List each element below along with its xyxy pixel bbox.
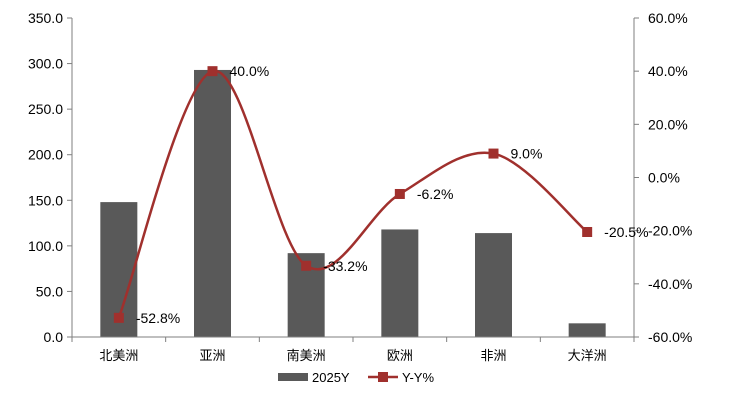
data-label: 40.0%: [230, 63, 270, 79]
left-tick-label: 100.0: [28, 238, 63, 254]
legend: 2025Y Y-Y%: [278, 370, 434, 385]
bar-series: [100, 69, 606, 338]
legend-label-line: Y-Y%: [402, 370, 434, 385]
category-label: 北美洲: [99, 349, 138, 364]
yy-marker: [113, 312, 124, 323]
category-label: 非洲: [480, 349, 506, 364]
legend-bar-swatch: [278, 373, 308, 381]
left-tick-label: 200.0: [28, 147, 63, 163]
data-label: -20.5%: [604, 224, 648, 240]
category-label: 亚洲: [199, 349, 225, 364]
bar: [475, 233, 512, 337]
axes: [67, 17, 639, 342]
yy-marker: [488, 148, 499, 159]
left-tick-label: 250.0: [28, 101, 63, 117]
legend-label-bar: 2025Y: [312, 370, 350, 385]
yy-marker: [207, 66, 218, 77]
right-tick-label: -40.0%: [648, 276, 692, 292]
yy-marker: [394, 188, 405, 199]
left-tick-label: 150.0: [28, 192, 63, 208]
category-label: 南美洲: [287, 348, 326, 364]
legend-line-marker: [378, 372, 388, 382]
left-tick-label: 50.0: [36, 283, 63, 299]
bar: [568, 323, 606, 337]
right-tick-label: 20.0%: [648, 116, 688, 132]
category-label: 大洋洲: [568, 349, 607, 364]
left-tick-label: 0.0: [44, 329, 64, 345]
tick-labels: 0.0 50.0 100.0 150.0 200.0 250.0 300.0 350.0 -60…: [28, 10, 692, 364]
yy-line: [117, 69, 588, 319]
right-tick-label: -20.0%: [648, 223, 692, 239]
yy-marker: [301, 260, 312, 271]
line-series: -52.8% 40.0% -33.2% -6.2% 9.0% -20.5%: [113, 63, 649, 326]
bar: [194, 69, 231, 338]
data-label: -6.2%: [417, 186, 454, 202]
right-tick-label: -60.0%: [648, 329, 692, 345]
yy-marker: [582, 226, 593, 237]
data-label: 9.0%: [511, 146, 543, 162]
right-tick-label: 0.0%: [648, 170, 680, 186]
left-tick-label: 350.0: [28, 10, 63, 26]
right-tick-label: 60.0%: [648, 10, 688, 26]
data-label: -52.8%: [136, 310, 180, 326]
bar: [381, 229, 419, 337]
category-label: 欧洲: [387, 349, 413, 364]
right-tick-label: 40.0%: [648, 63, 688, 79]
data-label: -33.2%: [323, 258, 367, 274]
left-tick-label: 300.0: [28, 56, 63, 72]
